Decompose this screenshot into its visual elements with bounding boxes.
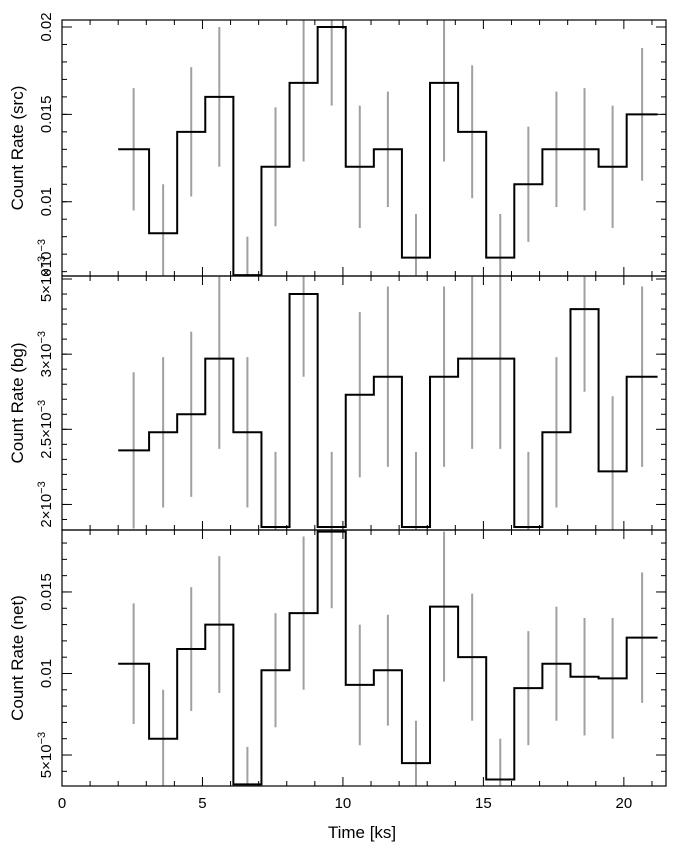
ytick-label-src: 0.01 [38,187,55,216]
xtick-label-0: 0 [58,795,66,812]
panel-net: 0 5 10 15 20 5×10−3 0.01 0.015 Count Rate (net) [8,529,667,812]
frame-bg [61,275,667,531]
step-line-net [118,530,658,786]
ytick-label-src: 0.015 [38,96,55,134]
ytick-label-bg: 2.5×10−3 [36,400,55,459]
y-axis-label-src: Count Rate (src) [8,86,27,211]
x-axis-label: Time [ks] [328,823,396,842]
xtick-label-10: 10 [335,795,352,812]
y-axis-label-bg: Count Rate (bg) [8,343,27,464]
ytick-label-bg: 2×10−3 [36,481,55,527]
step-line-bg [118,293,658,528]
xtick-label-5: 5 [198,795,206,812]
y-axis-label-net: Count Rate (net) [8,595,27,721]
ytick-label-net: 0.015 [38,573,55,611]
xtick-label-15: 15 [475,795,492,812]
xtick-label-20: 20 [616,795,633,812]
step-line-src [118,25,658,277]
ytick-label-src: 0.02 [38,12,55,41]
frame-net [61,529,667,787]
ytick-label-bg: 3×10−3 [36,331,55,377]
frame-src [61,19,667,277]
ytick-label-net: 0.01 [38,659,55,688]
ytick-label-net: 5×10−3 [36,732,55,778]
